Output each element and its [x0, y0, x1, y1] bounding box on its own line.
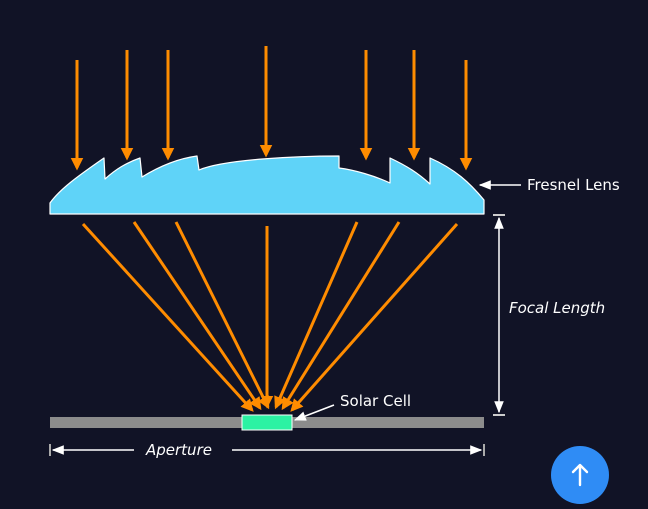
fresnel-lens-label: Fresnel Lens [527, 176, 620, 194]
aperture-label: Aperture [145, 441, 212, 459]
scroll-to-top-button[interactable] [551, 446, 609, 504]
solar-cell-label: Solar Cell [340, 392, 411, 410]
fresnel-lens-shape [49, 155, 485, 215]
focused-light-rays [81, 221, 459, 412]
focused-ray [174, 221, 270, 410]
arrow-up-icon [571, 463, 589, 487]
incoming-light-rays [70, 46, 473, 171]
solar-cell [241, 414, 293, 431]
solar-cell-pointer-arrow [293, 404, 335, 421]
focused-ray [132, 221, 262, 411]
focused-ray [281, 221, 401, 411]
focused-ray [81, 222, 254, 412]
focused-ray [290, 223, 459, 412]
aperture-dimension [49, 444, 485, 456]
focal-length-dimension [493, 214, 505, 416]
focal-length-label: Focal Length [509, 299, 605, 317]
focused-ray [274, 221, 359, 410]
